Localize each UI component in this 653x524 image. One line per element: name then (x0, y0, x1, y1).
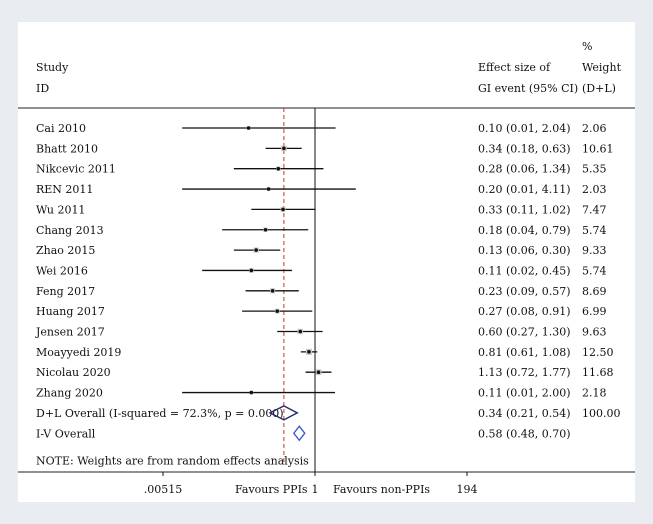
study-label: REN 2011 (36, 183, 93, 196)
weight-value: 10.61 (582, 142, 614, 155)
overall-label: D+L Overall (I-squared = 72.3%, p = 0.00… (36, 407, 284, 420)
effect-ci-value: 0.18 (0.04, 0.79) (478, 224, 571, 237)
weight-value: 12.50 (582, 346, 614, 359)
weight-value: 5.74 (582, 224, 607, 237)
point-estimate (246, 126, 251, 130)
study-label: Wei 2016 (36, 264, 88, 277)
point-estimate (263, 227, 268, 232)
study-label: Jensen 2017 (35, 326, 105, 339)
effect-ci-value: 0.27 (0.08, 0.91) (478, 305, 571, 318)
study-label: Huang 2017 (36, 305, 105, 318)
weight-value: 9.63 (582, 326, 607, 339)
overall-label: I-V Overall (36, 427, 96, 440)
point-estimate (254, 248, 258, 252)
effect-ci-value: 0.81 (0.61, 1.08) (478, 346, 571, 359)
point-estimate (249, 268, 254, 273)
effect-ci-value: 0.34 (0.18, 0.63) (478, 142, 571, 155)
study-label: Zhang 2020 (36, 387, 103, 400)
header-weight-percent: % (582, 40, 592, 53)
favours-right-label: Favours non-PPIs (333, 483, 430, 496)
overall-ci-value: 0.34 (0.21, 0.54) (478, 407, 571, 420)
favours-left-label: Favours PPIs (235, 483, 308, 496)
effect-ci-value: 0.60 (0.27, 1.30) (478, 326, 571, 339)
weight-value: 5.35 (582, 163, 607, 176)
point-estimate (307, 350, 311, 354)
point-estimate (281, 207, 285, 212)
weight-value: 9.33 (582, 244, 607, 257)
effect-ci-value: 0.11 (0.01, 2.00) (478, 387, 571, 400)
point-estimate (266, 187, 271, 191)
study-label: Moayyedi 2019 (36, 346, 121, 359)
study-label: Zhao 2015 (36, 244, 95, 257)
point-estimate (270, 289, 275, 293)
point-estimate (316, 370, 321, 375)
weight-value: 5.74 (582, 264, 607, 277)
effect-ci-value: 0.10 (0.01, 2.04) (478, 122, 571, 135)
weights-note: NOTE: Weights are from random effects an… (36, 455, 309, 468)
point-estimate (275, 309, 280, 313)
point-estimate (249, 390, 254, 395)
study-label: Cai 2010 (36, 122, 86, 135)
effect-ci-value: 1.13 (0.72, 1.77) (478, 366, 571, 379)
x-tick-label: 1 (312, 483, 319, 496)
effect-ci-value: 0.23 (0.09, 0.57) (478, 285, 571, 298)
study-label: Nikcevic 2011 (36, 163, 116, 176)
overall-weight-value: 100.00 (582, 407, 621, 420)
overall-diamond (292, 425, 306, 442)
study-label: Nicolau 2020 (36, 366, 111, 379)
effect-ci-value: 0.33 (0.11, 1.02) (478, 203, 571, 216)
forest-plot: Study ID Effect size of GI event (95% CI… (18, 40, 635, 496)
study-label: Wu 2011 (36, 203, 85, 216)
weight-value: 7.47 (582, 203, 607, 216)
weight-value: 11.68 (582, 366, 614, 379)
x-tick-label: 194 (457, 483, 478, 496)
effect-ci-value: 0.11 (0.02, 0.45) (478, 264, 571, 277)
weight-value: 2.18 (582, 387, 607, 400)
weight-value: 8.69 (582, 285, 607, 298)
study-label: Bhatt 2010 (36, 142, 98, 155)
header-effect-line1: Effect size of (478, 61, 551, 74)
header-study: Study (36, 61, 69, 74)
point-estimate (282, 146, 286, 151)
point-estimate (298, 329, 303, 334)
effect-ci-value: 0.20 (0.01, 4.11) (478, 183, 571, 196)
weight-value: 2.06 (582, 122, 607, 135)
x-tick-label: .00515 (144, 483, 183, 496)
effect-ci-value: 0.28 (0.06, 1.34) (478, 163, 571, 176)
header-effect-line2: GI event (95% CI) (478, 82, 578, 95)
forest-plot-panel: Study ID Effect size of GI event (95% CI… (18, 22, 635, 502)
weight-value: 2.03 (582, 183, 607, 196)
header-weight-line1: Weight (582, 61, 622, 74)
study-label: Feng 2017 (36, 285, 95, 298)
overall-diamond (268, 405, 299, 421)
weight-value: 6.99 (582, 305, 607, 318)
effect-ci-value: 0.13 (0.06, 0.30) (478, 244, 571, 257)
study-label: Chang 2013 (36, 224, 104, 237)
header-weight-line2: (D+L) (582, 82, 616, 95)
point-estimate (276, 166, 281, 171)
header-id: ID (36, 82, 49, 95)
overall-ci-value: 0.58 (0.48, 0.70) (478, 427, 571, 440)
